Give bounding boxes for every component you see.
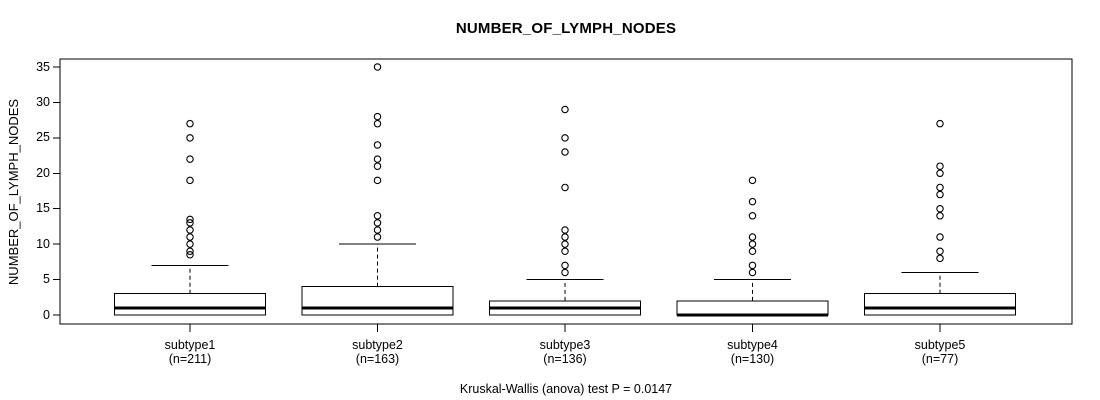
group-label: subtype5 (n=77) — [860, 338, 1020, 366]
outlier-point — [186, 226, 194, 234]
outlier-point — [373, 212, 382, 220]
group-label: subtype1 (n=211) — [110, 338, 270, 366]
outlier-point — [936, 183, 944, 192]
outlier-point — [186, 215, 194, 224]
group-name: subtype5 — [914, 338, 966, 352]
y-axis-tick-label: 20 — [36, 165, 50, 180]
outlier-point — [748, 240, 757, 248]
outlier-point — [748, 212, 757, 220]
iqr-box — [676, 300, 829, 316]
y-axis-tick-label: 5 — [43, 272, 50, 287]
stat-test-caption: Kruskal-Wallis (anova) test P = 0.0147 — [459, 382, 673, 396]
outlier-point — [373, 226, 382, 234]
outlier-point — [936, 204, 944, 213]
outlier-point — [561, 226, 569, 234]
outlier-point — [373, 63, 382, 71]
outlier-point — [373, 162, 382, 170]
group-label: subtype2 (n=163) — [298, 338, 458, 366]
outlier-point — [561, 261, 569, 270]
outlier-point — [748, 233, 757, 241]
outlier-point — [561, 148, 569, 156]
y-axis-tick-label: 0 — [43, 307, 50, 322]
outlier-point — [373, 233, 382, 241]
y-axis-tick-label: 35 — [36, 59, 50, 74]
outlier-point — [561, 268, 569, 277]
outlier-point — [936, 247, 944, 255]
outlier-point — [373, 141, 382, 149]
outlier-point — [748, 268, 757, 277]
group-label: subtype3 (n=136) — [485, 338, 645, 366]
iqr-box — [864, 293, 1016, 316]
chart-frame — [59, 58, 1073, 325]
outlier-point — [748, 261, 757, 270]
outlier-point — [748, 247, 757, 255]
outlier-point — [186, 176, 194, 185]
plot-title: NUMBER_OF_LYMPH_NODES — [455, 20, 677, 37]
outlier-point — [561, 240, 569, 248]
outlier-point — [186, 219, 194, 227]
outlier-point — [186, 240, 194, 248]
group-n-label: (n=136) — [543, 351, 587, 366]
outlier-point — [561, 134, 569, 142]
outlier-point — [561, 233, 569, 241]
iqr-box — [301, 286, 454, 316]
outlier-point — [936, 190, 944, 199]
outlier-point — [373, 119, 382, 128]
y-axis-label: NUMBER_OF_LYMPH_NODES — [6, 98, 21, 286]
outlier-point — [186, 247, 194, 255]
group-n-label: (n=77) — [921, 351, 959, 366]
outlier-point — [561, 105, 569, 114]
outlier-point — [936, 119, 944, 128]
outlier-point — [936, 212, 944, 220]
outlier-point — [561, 247, 569, 255]
outlier-point — [748, 176, 757, 185]
outlier-point — [561, 183, 569, 192]
y-axis-tick-label: 25 — [36, 130, 50, 145]
outlier-point — [373, 176, 382, 185]
y-axis-tick-label: 10 — [36, 236, 50, 251]
outlier-point — [936, 169, 944, 178]
outlier-point — [186, 251, 194, 259]
outlier-point — [936, 233, 944, 241]
outlier-point — [186, 119, 194, 128]
outlier-point — [936, 254, 944, 263]
group-label: subtype4 (n=130) — [673, 338, 833, 366]
outlier-point — [186, 155, 194, 163]
outlier-point — [373, 112, 382, 121]
outlier-point — [748, 197, 757, 206]
outlier-point — [186, 233, 194, 241]
y-axis-tick-label: 15 — [36, 201, 50, 216]
group-name: subtype3 — [539, 338, 591, 352]
outlier-point — [373, 155, 382, 163]
group-name: subtype2 — [352, 338, 403, 352]
group-n-label: (n=130) — [730, 351, 775, 366]
group-n-label: (n=211) — [168, 351, 212, 366]
group-name: subtype4 — [727, 338, 778, 352]
outlier-point — [186, 134, 194, 142]
group-n-label: (n=163) — [355, 351, 400, 366]
y-axis-tick-label: 30 — [36, 94, 50, 109]
outlier-point — [936, 162, 944, 170]
iqr-box — [114, 293, 266, 316]
group-name: subtype1 — [164, 338, 216, 352]
outlier-point — [373, 219, 382, 227]
